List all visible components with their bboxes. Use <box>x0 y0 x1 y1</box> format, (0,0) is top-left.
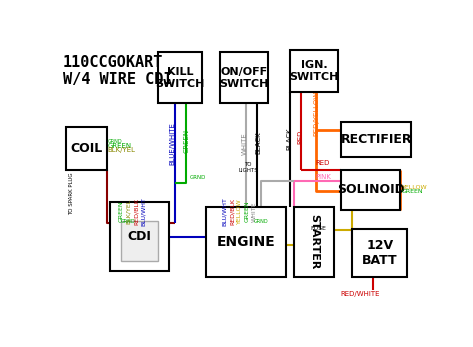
FancyBboxPatch shape <box>220 52 268 103</box>
Text: RED/WHITE: RED/WHITE <box>340 291 379 297</box>
FancyBboxPatch shape <box>342 122 411 156</box>
Text: CDI: CDI <box>128 230 152 243</box>
FancyBboxPatch shape <box>342 170 400 210</box>
Text: GREEN: GREEN <box>118 201 123 222</box>
FancyBboxPatch shape <box>294 207 334 277</box>
Text: GRND: GRND <box>254 220 269 225</box>
Text: RED/BLK: RED/BLK <box>133 198 139 225</box>
Text: BLACK: BLACK <box>255 132 261 154</box>
FancyBboxPatch shape <box>122 221 158 261</box>
FancyBboxPatch shape <box>206 207 287 277</box>
Text: GREEN: GREEN <box>184 128 190 153</box>
Text: 12V
BATT: 12V BATT <box>362 239 398 267</box>
Text: FUSE: FUSE <box>310 226 326 231</box>
Text: PINK: PINK <box>316 175 332 180</box>
Text: IGN.
SWITCH: IGN. SWITCH <box>289 60 339 82</box>
Text: GRND: GRND <box>189 175 206 180</box>
FancyBboxPatch shape <box>352 229 407 277</box>
Text: RED: RED <box>297 129 303 144</box>
Text: 110CCGOKART
W/4 WIRE CDI: 110CCGOKART W/4 WIRE CDI <box>63 55 172 87</box>
Text: BLK/YEL: BLK/YEL <box>125 199 131 224</box>
Text: STARTER: STARTER <box>309 214 319 270</box>
Text: BLUE/WHITE: BLUE/WHITE <box>170 122 176 164</box>
Text: YELLOW: YELLOW <box>237 198 242 224</box>
Text: RED: RED <box>316 160 330 166</box>
Text: ON/OFF
SWITCH: ON/OFF SWITCH <box>219 67 269 88</box>
Text: TO SPARK PLUG: TO SPARK PLUG <box>69 172 74 215</box>
Text: RED/YELLOW: RED/YELLOW <box>314 91 320 136</box>
Text: GRND: GRND <box>121 220 135 225</box>
Text: GRND: GRND <box>107 139 122 144</box>
Text: GREEN: GREEN <box>402 189 423 194</box>
Text: TO
LIGHTS: TO LIGHTS <box>238 162 258 172</box>
Text: BLU/WHT: BLU/WHT <box>141 197 146 226</box>
Text: KILL
SWITCH: KILL SWITCH <box>156 67 205 88</box>
Text: BLACK: BLACK <box>286 128 292 151</box>
Text: YELLOW: YELLOW <box>402 185 428 190</box>
Text: RECTIFIER: RECTIFIER <box>341 133 412 146</box>
Text: WHITE: WHITE <box>252 201 257 221</box>
FancyBboxPatch shape <box>66 127 107 170</box>
Text: GREEN: GREEN <box>107 143 131 149</box>
Text: GREEN: GREEN <box>245 201 249 222</box>
Text: RED/BLK: RED/BLK <box>230 198 235 225</box>
Text: SOLINOID: SOLINOID <box>337 184 404 196</box>
FancyBboxPatch shape <box>158 52 202 103</box>
Text: BLK/YEL: BLK/YEL <box>107 147 135 153</box>
Text: WHITE: WHITE <box>242 132 247 154</box>
FancyBboxPatch shape <box>110 202 169 271</box>
FancyBboxPatch shape <box>290 50 338 92</box>
Text: COIL: COIL <box>70 142 103 155</box>
Text: BLU/WHT: BLU/WHT <box>222 197 228 226</box>
Text: ENGINE: ENGINE <box>217 235 275 249</box>
